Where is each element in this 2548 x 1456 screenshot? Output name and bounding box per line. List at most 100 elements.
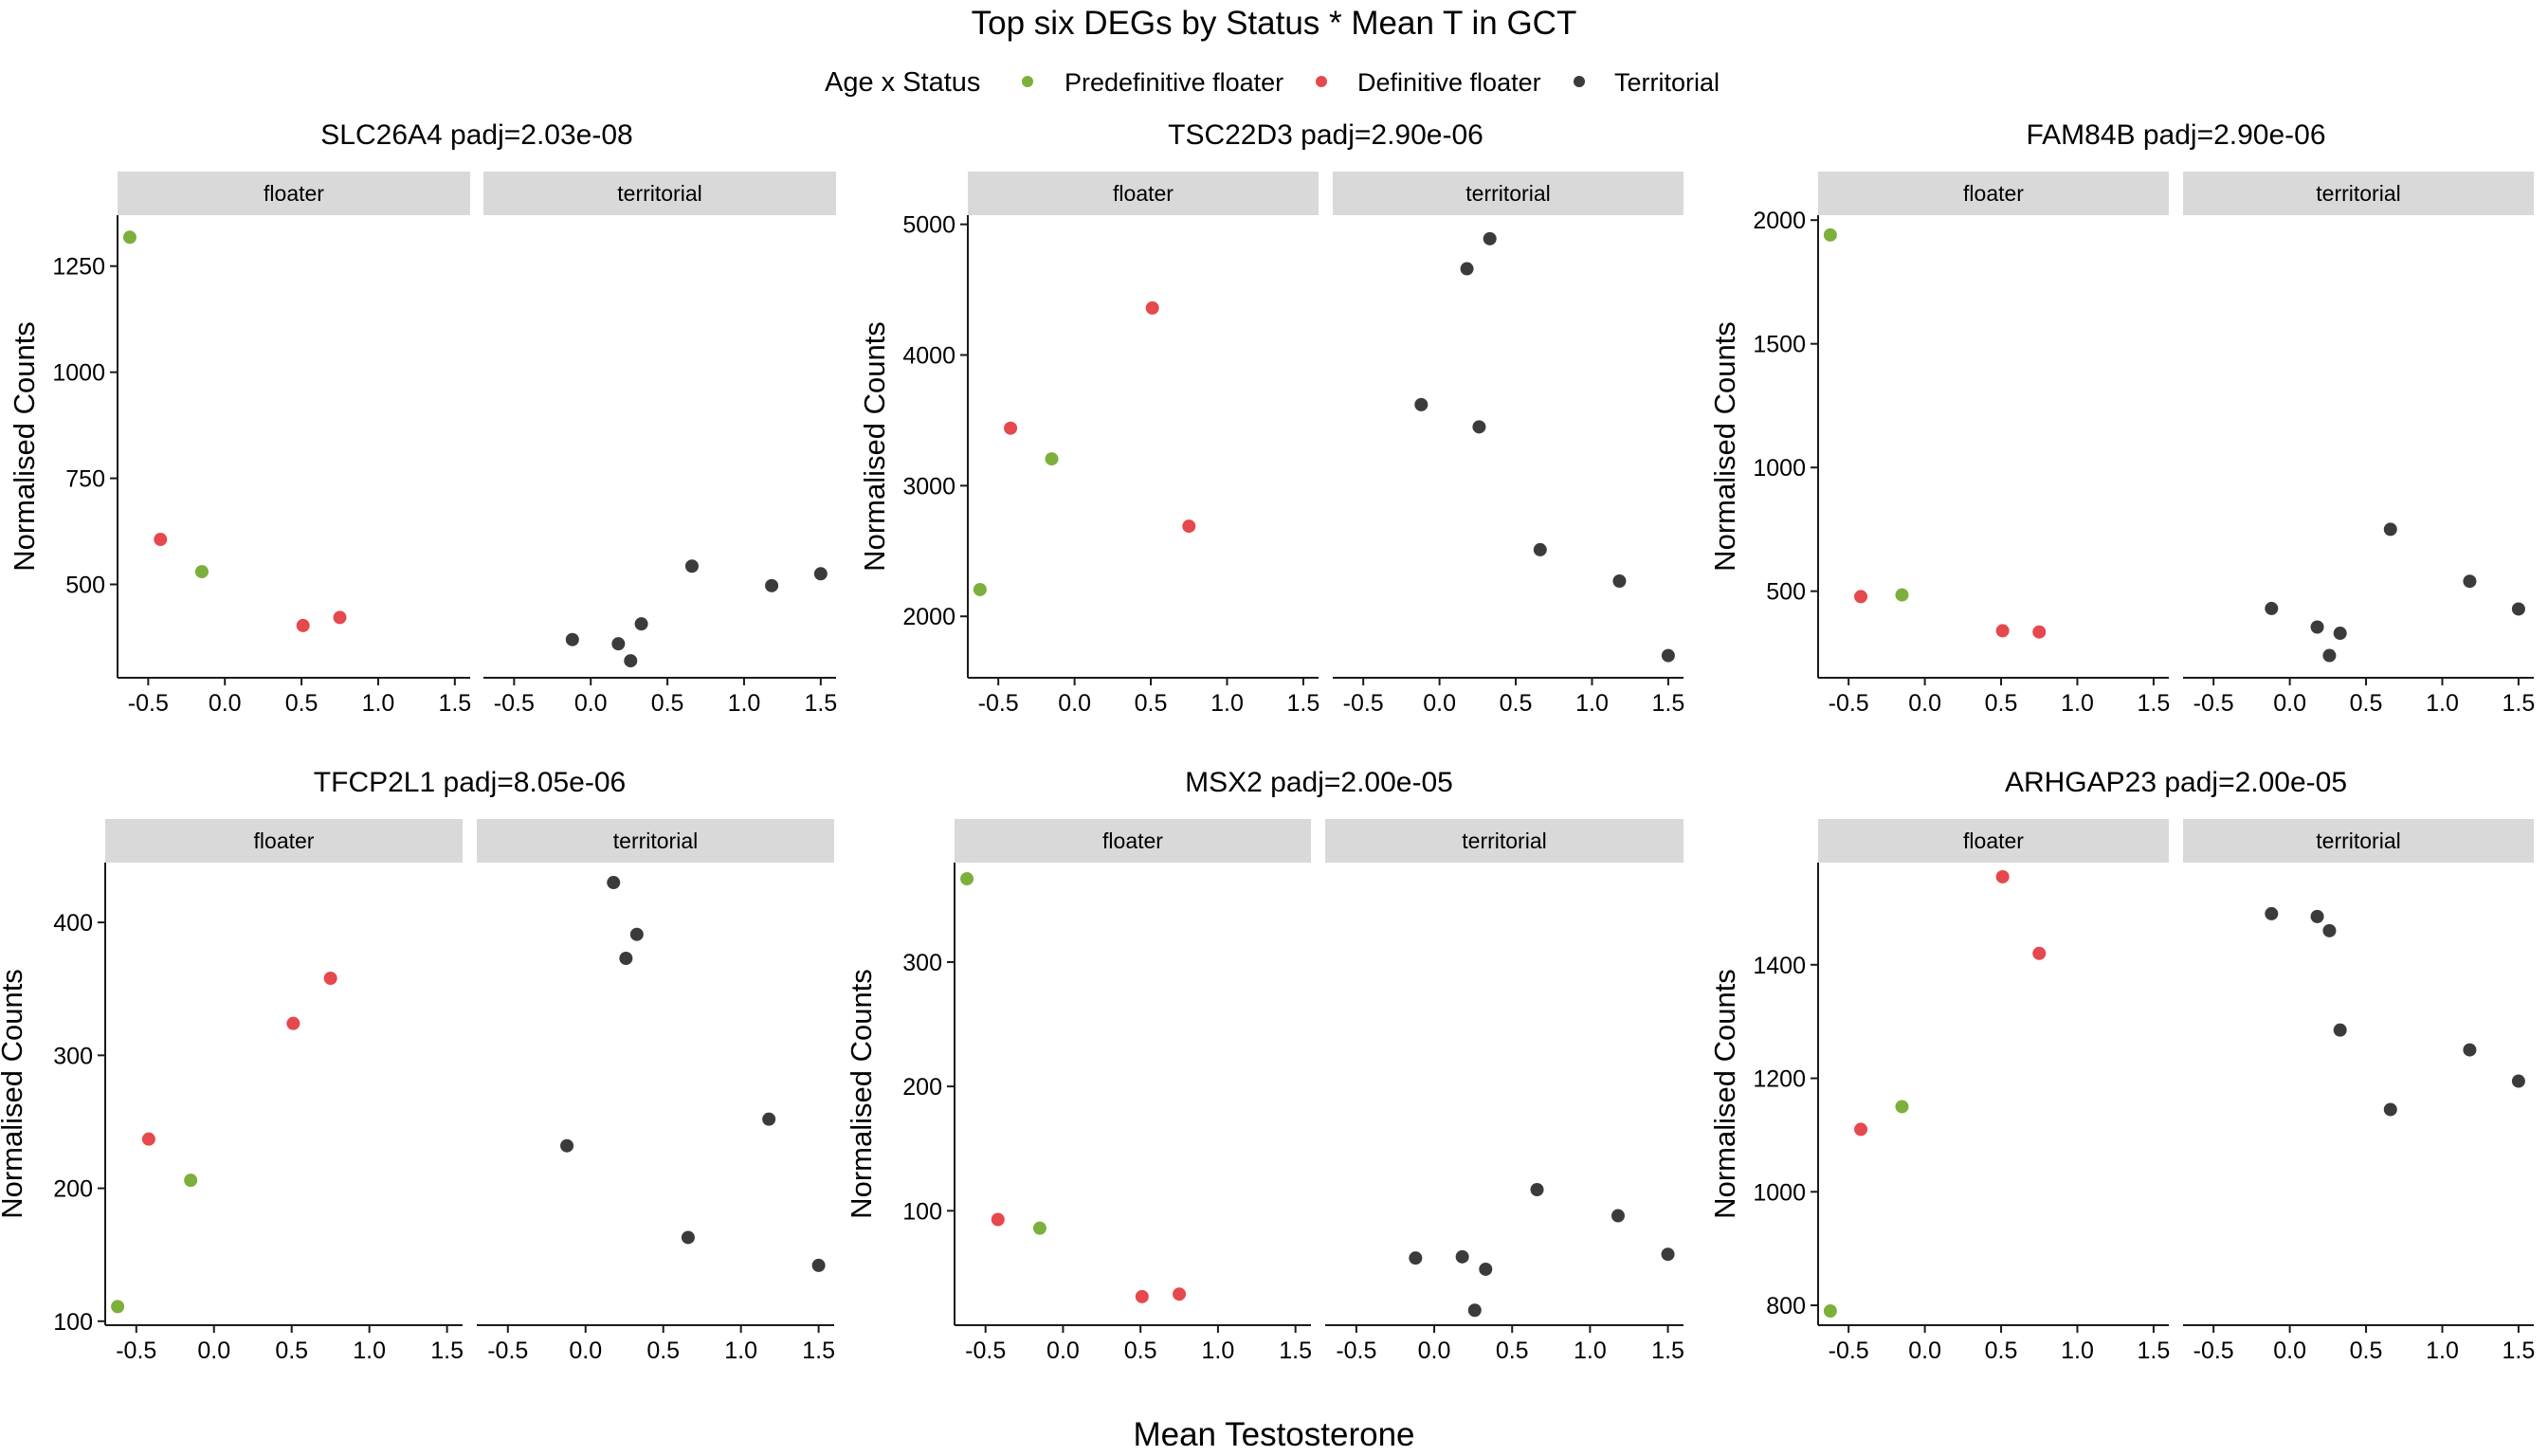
facet-floater: floater -0.5 0.0 0.5 1.0 1.5 [1818,819,2170,1364]
data-point [2333,627,2347,641]
data-point [960,872,974,886]
panels: SLC26A4 padj=2.03e-08 Normalised Counts 50… [0,119,2535,1364]
data-point [762,1112,776,1126]
y-tick-label: 100 [902,1198,942,1225]
data-point [2383,1102,2397,1117]
y-tick-label: 1500 [1753,332,1806,358]
x-tick-label: 1.5 [2138,690,2171,717]
facet-strip [968,172,1319,215]
data-point [2322,923,2337,937]
y-tick-label: 750 [65,466,105,493]
data-point [681,1230,695,1245]
x-tick-label: 0.5 [285,690,318,717]
facet-strip-label: territorial [613,828,698,853]
y-tick-label: 3000 [902,473,956,500]
data-point [2383,522,2397,537]
facet-strip-label: floater [1963,181,2024,206]
y-tick-label: 2000 [902,604,956,630]
x-tick-label: 1.5 [2138,1338,2171,1364]
data-point [1182,519,1196,534]
y-tick-label: 200 [902,1074,942,1101]
x-tick-label: 1.5 [430,1338,464,1364]
data-point [2310,909,2324,923]
x-tick-label: 1.0 [362,690,395,717]
data-point [2032,625,2047,639]
y-tick-label: 1250 [52,254,105,281]
x-tick-label: 0.5 [1985,690,2018,717]
y-tick-label: 1000 [52,360,105,387]
data-point [333,610,347,625]
x-tick-label: 0.0 [569,1338,602,1364]
x-tick-label: 1.5 [802,1338,835,1364]
x-tick-label: -0.5 [1829,1338,1869,1364]
data-point [2463,1043,2477,1057]
x-tick-label: 1.5 [2502,1338,2536,1364]
x-tick-label: 0.0 [2273,1338,2306,1364]
facet-strip [105,819,463,863]
y-axis-label: Normalised Counts [1708,321,1741,572]
x-tick-label: -0.5 [1829,690,1869,717]
data-point [1995,624,2010,638]
legend-key-territorial [1574,76,1585,87]
data-point [624,654,638,668]
y-tick-label: 100 [53,1309,93,1336]
x-tick-label: 0.5 [651,690,684,717]
y-tick-label: 1000 [1753,455,1806,482]
facet-strip-label: floater [1963,828,2024,853]
panel-6: ARHGAP23 padj=2.00e-05 Normalised Counts 8… [1708,767,2535,1364]
x-tick-label: 1.5 [438,690,471,717]
data-point [1135,1289,1149,1303]
data-point [2511,1074,2525,1088]
x-tick-label: 1.0 [2426,690,2459,717]
data-point [607,876,621,890]
x-tick-label: 1.5 [2502,690,2536,717]
data-point [1173,1287,1187,1301]
data-point [1612,573,1627,588]
facet-strip-label: territorial [1462,828,1546,853]
facet-strip [1333,172,1684,215]
data-point [1533,542,1547,556]
x-tick-label: 0.0 [574,690,608,717]
y-axis-label: Normalised Counts [1708,969,1741,1219]
panel-title: SLC26A4 padj=2.03e-08 [320,119,632,151]
x-tick-label: -0.5 [1336,1338,1376,1364]
facet-strip [1818,819,2169,863]
x-tick-label: 1.0 [1210,690,1244,717]
panel-4: TFCP2L1 padj=8.05e-06 Normalised Counts 10… [0,767,835,1364]
data-point [2032,946,2047,960]
data-point [1479,1262,1493,1276]
x-tick-label: 0.5 [275,1338,308,1364]
data-point [141,1132,155,1146]
data-point [611,637,626,651]
x-tick-label: 1.0 [1202,1338,1235,1364]
panel-title: TFCP2L1 padj=8.05e-06 [314,767,626,798]
data-point [1823,1304,1837,1319]
y-tick-label: 200 [53,1176,93,1203]
x-tick-label: 0.0 [1058,690,1091,717]
x-tick-label: -0.5 [116,1338,156,1364]
data-point [1995,869,2010,883]
data-point [1854,590,1868,604]
facet-strip-label: floater [254,828,315,853]
data-point [154,533,168,547]
y-tick-label: 500 [1766,579,1806,606]
x-tick-label: 1.0 [728,690,761,717]
data-point [634,617,648,631]
legend-key-definitive [1316,76,1327,87]
y-axis-label: Normalised Counts [0,969,28,1219]
facet-strip-label: territorial [617,181,701,206]
x-tick-label: 1.0 [2061,1338,2094,1364]
facet-floater: floater -0.5 0.0 0.5 1.0 1.5 [968,172,1320,717]
data-point [1483,231,1497,246]
data-point [1823,228,1837,242]
x-tick-label: 1.5 [1287,690,1320,717]
legend: Age x Status Predefinitive floater Defin… [825,67,1720,98]
x-tick-label: 1.5 [1652,690,1685,717]
facet-territorial: territorial -0.5 0.0 0.5 1.0 1.5 [483,172,837,717]
y-axis-label: Normalised Counts [858,321,891,572]
y-axis-label: Normalised Counts [8,321,41,572]
y-tick-label: 1000 [1753,1179,1806,1206]
data-point [619,951,633,965]
x-tick-label: 0.0 [2273,690,2306,717]
y-tick-label: 500 [65,573,105,599]
